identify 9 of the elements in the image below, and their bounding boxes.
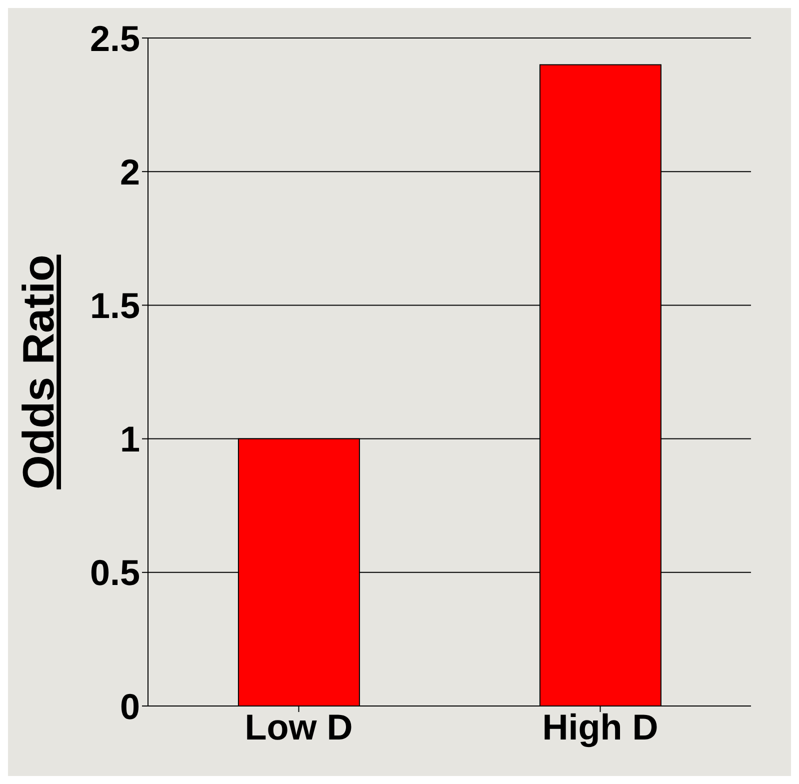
y-tick-label: 2 <box>120 151 140 192</box>
y-tick-label: 2.5 <box>90 18 140 59</box>
y-tick-label: 0.5 <box>90 552 140 594</box>
y-axis-title: Odds Ratio <box>14 254 64 490</box>
x-tick-label: Low D <box>244 706 353 748</box>
y-tick-label: 0 <box>120 686 140 727</box>
x-tick-label: High D <box>542 706 658 748</box>
y-tick-label: 1 <box>120 418 140 460</box>
y-tick-label: 1.5 <box>90 284 140 326</box>
